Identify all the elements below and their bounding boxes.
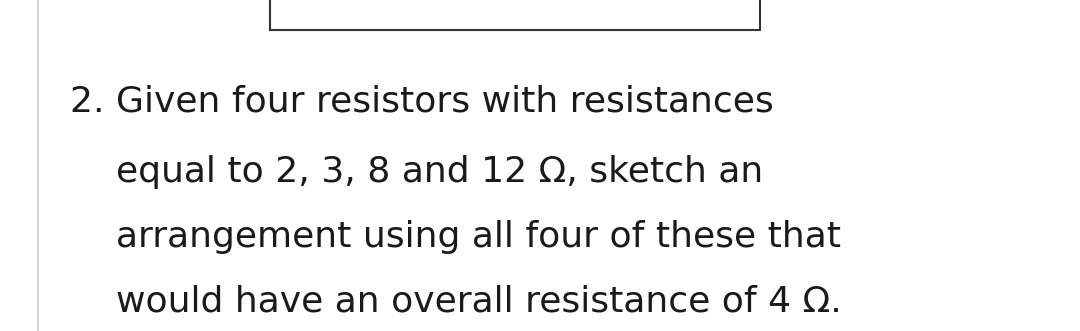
Bar	[270, 0, 760, 30]
Text: arrangement using all four of these that: arrangement using all four of these that	[70, 220, 841, 254]
Text: equal to 2, 3, 8 and 12 Ω, sketch an: equal to 2, 3, 8 and 12 Ω, sketch an	[70, 155, 764, 189]
Text: 2. Given four resistors with resistances: 2. Given four resistors with resistances	[70, 85, 773, 119]
Text: would have an overall resistance of 4 Ω.: would have an overall resistance of 4 Ω.	[70, 285, 841, 319]
